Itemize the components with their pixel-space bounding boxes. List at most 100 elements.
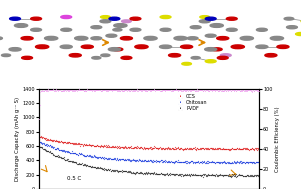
Point xyxy=(193,173,198,176)
Point xyxy=(66,141,71,144)
Point xyxy=(234,175,239,178)
Point xyxy=(177,160,182,163)
Point xyxy=(115,145,120,148)
Point xyxy=(51,153,55,156)
Point xyxy=(238,174,243,177)
Point xyxy=(106,167,111,170)
Point xyxy=(115,157,119,160)
Point xyxy=(133,146,138,149)
Point xyxy=(142,146,147,149)
Point xyxy=(114,145,119,148)
Point xyxy=(137,158,141,161)
Point xyxy=(162,173,167,176)
Point xyxy=(69,160,73,163)
Point xyxy=(49,139,54,142)
Point xyxy=(114,169,119,172)
Point xyxy=(40,88,45,91)
Point xyxy=(163,174,167,177)
Point xyxy=(206,160,211,163)
Point xyxy=(185,161,190,164)
Point xyxy=(73,152,78,155)
Point xyxy=(255,161,260,164)
Point xyxy=(240,89,245,92)
Point xyxy=(73,88,78,91)
Point xyxy=(39,142,44,145)
Point xyxy=(104,146,109,149)
Point xyxy=(184,160,189,163)
Point xyxy=(147,146,152,149)
Point xyxy=(204,173,209,176)
Point xyxy=(123,170,127,173)
Point xyxy=(221,90,226,93)
Point xyxy=(38,141,43,144)
Point xyxy=(57,148,62,151)
Point xyxy=(42,147,47,150)
Point xyxy=(144,172,149,175)
Point xyxy=(64,141,69,144)
Point xyxy=(187,148,192,151)
Point xyxy=(53,139,58,143)
Point xyxy=(231,147,235,150)
Point xyxy=(51,88,55,91)
Point xyxy=(187,89,191,92)
Point xyxy=(101,157,105,160)
Point xyxy=(41,148,45,151)
Point xyxy=(247,175,251,178)
Point xyxy=(219,89,223,92)
Point xyxy=(176,173,181,176)
Point xyxy=(68,142,73,145)
Point xyxy=(57,156,62,159)
Point xyxy=(54,154,59,157)
Point xyxy=(129,170,134,174)
Point xyxy=(73,141,77,144)
Point xyxy=(99,145,104,148)
Point xyxy=(238,160,243,163)
Point xyxy=(254,161,259,164)
Point xyxy=(77,88,82,91)
Point xyxy=(213,174,218,177)
Point xyxy=(116,170,121,173)
Point xyxy=(103,156,107,159)
Point xyxy=(67,151,72,154)
Point xyxy=(218,173,223,176)
Point xyxy=(95,88,99,91)
Point xyxy=(73,142,78,145)
Point xyxy=(97,144,101,147)
Point xyxy=(171,147,176,150)
Point xyxy=(103,168,108,171)
Point xyxy=(60,157,65,160)
Point xyxy=(180,147,185,150)
Point xyxy=(181,160,185,163)
Point xyxy=(53,148,58,151)
Point xyxy=(165,173,170,176)
Point xyxy=(81,143,85,146)
Point xyxy=(72,142,77,145)
Point xyxy=(105,168,110,171)
Point xyxy=(54,147,59,150)
Point xyxy=(56,89,61,92)
Point xyxy=(158,172,163,175)
Point xyxy=(136,171,141,174)
Point xyxy=(184,147,189,150)
Point xyxy=(171,173,175,176)
Point xyxy=(198,174,203,177)
Point xyxy=(235,175,240,178)
Point xyxy=(214,173,219,176)
Point xyxy=(244,175,249,178)
Point xyxy=(51,146,56,149)
Point xyxy=(37,145,42,148)
Point xyxy=(157,160,161,163)
Point xyxy=(187,174,192,177)
Point xyxy=(79,151,84,154)
Point xyxy=(155,173,160,176)
Point xyxy=(207,173,212,176)
Point xyxy=(188,89,193,92)
Point xyxy=(174,160,179,163)
Point xyxy=(37,140,42,143)
Point xyxy=(155,172,160,175)
Point xyxy=(43,144,48,147)
Point xyxy=(92,156,97,159)
Point xyxy=(78,89,83,92)
Point xyxy=(238,89,243,92)
Point xyxy=(233,160,238,163)
